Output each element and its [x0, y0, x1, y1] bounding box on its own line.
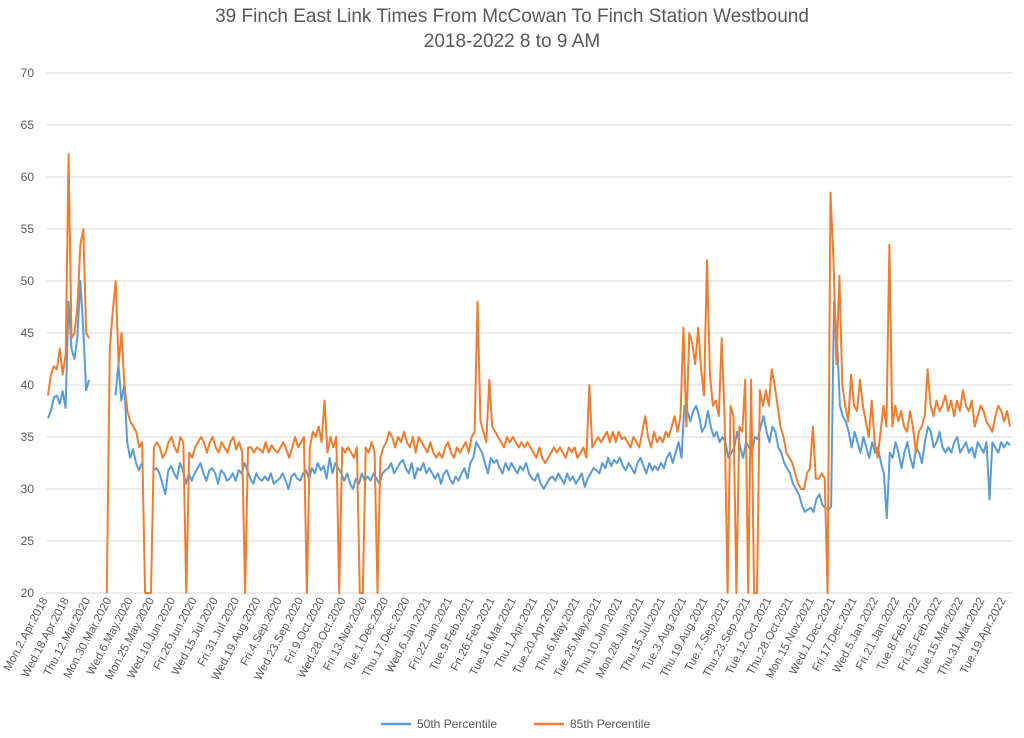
y-tick-label: 70: [21, 66, 35, 80]
y-tick-label: 55: [21, 222, 35, 236]
x-axis: Mon.2.Apr.2018Wed.18.Apr.2018Thu.12.Mar.…: [2, 596, 1009, 683]
y-tick-label: 45: [21, 326, 35, 340]
gridlines: [46, 72, 1012, 594]
y-tick-label: 35: [21, 430, 35, 444]
series-lines: [47, 153, 1011, 594]
y-tick-label: 50: [21, 274, 35, 288]
series-line-0: [47, 280, 1011, 520]
series-line-1: [47, 153, 1011, 594]
y-tick-label: 40: [21, 378, 35, 392]
y-tick-label: 65: [21, 118, 35, 132]
y-tick-label: 30: [21, 482, 35, 496]
chart-title: 39 Finch East Link Times From McCowan To…: [215, 6, 809, 27]
legend-label: 85th Percentile: [570, 717, 650, 731]
y-tick-label: 60: [21, 170, 35, 184]
y-axis: 20 25 30 35 40 45 50 55 60 65 70: [21, 66, 35, 600]
chart-subtitle: 2018-2022 8 to 9 AM: [423, 31, 601, 52]
y-tick-label: 25: [21, 534, 35, 548]
legend: 50th Percentile 85th Percentile: [381, 717, 650, 731]
legend-label: 50th Percentile: [417, 717, 497, 731]
y-tick-label: 20: [21, 586, 35, 600]
